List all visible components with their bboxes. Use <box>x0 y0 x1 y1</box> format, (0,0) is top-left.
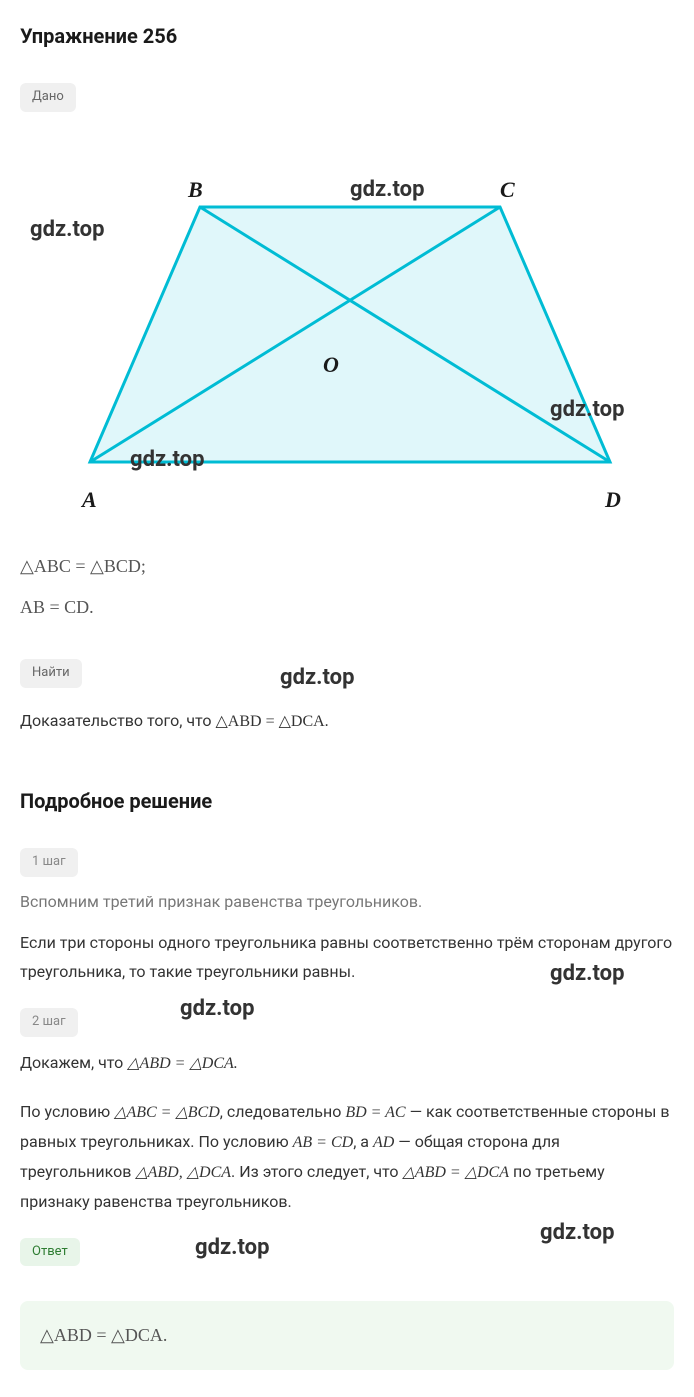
trapezoid-diagram <box>20 132 670 512</box>
answer-badge: Ответ <box>20 1238 80 1267</box>
vertex-b: B <box>188 172 203 207</box>
step2-badge: 2 шаг <box>20 1008 78 1037</box>
step1-badge: 1 шаг <box>20 848 78 877</box>
watermark: gdz.top <box>195 1228 269 1268</box>
find-math: △ABD = △DCA. <box>215 713 328 730</box>
vertex-d: D <box>605 482 621 517</box>
diagram-container: A B C D O gdz.top gdz.top gdz.top gdz.to… <box>20 132 670 512</box>
given-math-2: AB = CD. <box>20 593 674 622</box>
watermark: gdz.top <box>540 1213 614 1253</box>
watermark: gdz.top <box>550 954 624 994</box>
answer-math: △ABD = △DCA. <box>40 1325 167 1345</box>
given-math-1: △ABC = △BCD; <box>20 552 674 581</box>
step1-gray: Вспомним третий признак равенства треуго… <box>20 889 674 915</box>
step1-body: Если три стороны одного треугольника рав… <box>20 929 674 987</box>
vertex-a: A <box>82 482 97 517</box>
solution-title: Подробное решение <box>20 785 674 817</box>
vertex-c: C <box>500 172 515 207</box>
find-prefix: Доказательство того, что <box>20 711 215 730</box>
answer-box: △ABD = △DCA. <box>20 1301 674 1370</box>
exercise-title: Упражнение 256 <box>20 20 674 52</box>
vertex-o: O <box>323 347 339 382</box>
step2-intro: Докажем, что △ABD = △DCA. <box>20 1049 674 1079</box>
watermark: gdz.top <box>180 989 254 1029</box>
find-text: gdz.top Доказательство того, что △ABD = … <box>20 708 674 735</box>
watermark: gdz.top <box>280 660 354 695</box>
find-badge: Найти <box>20 659 82 688</box>
given-badge: Дано <box>20 83 76 112</box>
step2-body: По условию △ABC = △BCD, следовательно BD… <box>20 1098 674 1216</box>
